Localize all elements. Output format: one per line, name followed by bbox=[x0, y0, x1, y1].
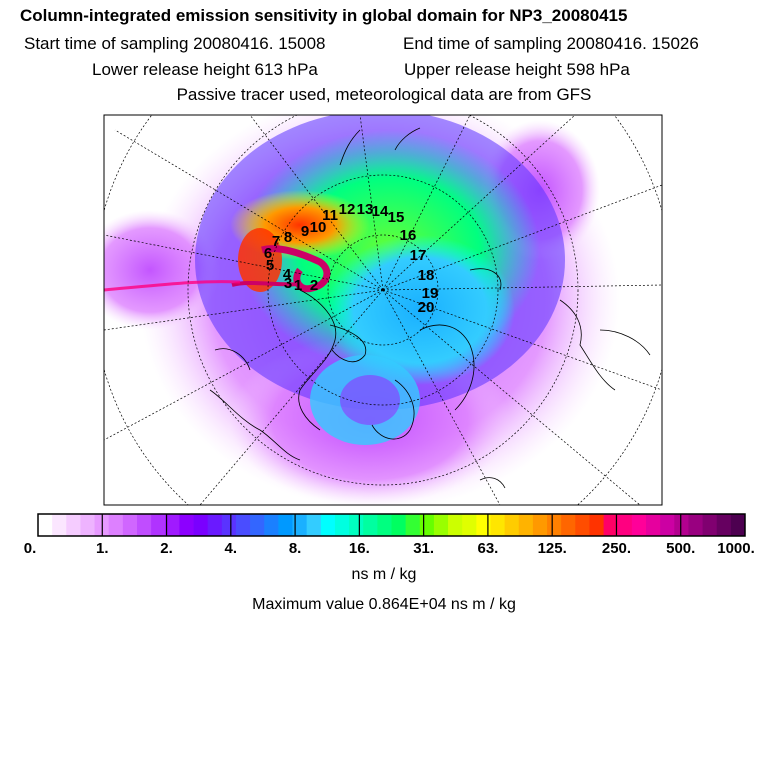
colorbar-swatch bbox=[702, 514, 718, 536]
colorbar-swatch bbox=[490, 514, 506, 536]
trajectory-label: 4 bbox=[283, 266, 292, 283]
colorbar-swatch bbox=[306, 514, 322, 536]
release-height-row: Lower release height 613 hPa Upper relea… bbox=[0, 60, 768, 82]
colorbar-swatch bbox=[716, 514, 732, 536]
colorbar-swatch bbox=[575, 514, 590, 536]
colorbar-swatch bbox=[108, 514, 124, 536]
colorbar-swatch bbox=[617, 514, 633, 536]
colorbar-swatch bbox=[136, 514, 152, 536]
start-time-text: Start time of sampling 20080416. 15008 bbox=[24, 34, 326, 53]
trajectory-label: 12 bbox=[339, 201, 356, 218]
colorbar-tick-label: 8. bbox=[288, 540, 302, 557]
colorbar-swatch bbox=[433, 514, 449, 536]
colorbar-swatch bbox=[38, 514, 53, 536]
trajectory-label: 14 bbox=[372, 203, 389, 220]
colorbar-swatch bbox=[207, 514, 223, 536]
colorbar-swatch bbox=[419, 514, 435, 536]
trajectory-label: 16 bbox=[400, 227, 417, 244]
colorbar-swatch bbox=[320, 514, 336, 536]
trajectory-label: 20 bbox=[418, 299, 435, 316]
colorbar-swatch bbox=[377, 514, 392, 536]
colorbar-swatch bbox=[532, 514, 548, 536]
colorbar-units: ns m / kg bbox=[351, 566, 417, 583]
trajectory-label: 2 bbox=[310, 277, 318, 294]
colorbar-swatch bbox=[646, 514, 661, 536]
colorbar-swatch bbox=[730, 514, 746, 536]
colorbar-tick-label: 125. bbox=[537, 540, 567, 557]
colorbar-swatch bbox=[518, 514, 534, 536]
colorbar-tick-label: 0. bbox=[23, 540, 37, 557]
coastlines bbox=[209, 127, 651, 489]
colorbar-swatch bbox=[151, 514, 166, 536]
chart-title: Column-integrated emission sensitivity i… bbox=[20, 6, 628, 25]
trajectory-label: 10 bbox=[310, 219, 327, 236]
trajectory-label: 15 bbox=[388, 209, 405, 226]
colorbar-swatch bbox=[179, 514, 194, 536]
colorbar-swatch bbox=[462, 514, 477, 536]
colorbar-swatch bbox=[165, 514, 180, 536]
colorbar-swatch bbox=[603, 514, 619, 536]
trajectory-label: 13 bbox=[357, 201, 374, 218]
lower-height-text: Lower release height 613 hPa bbox=[92, 60, 318, 79]
colorbar-tick-label: 4. bbox=[224, 540, 238, 557]
trajectory-label: 3 bbox=[284, 275, 292, 292]
colorbar-tick-label: 16. bbox=[348, 540, 370, 557]
trajectory-label: 6 bbox=[264, 245, 272, 262]
tracer-note: Passive tracer used, meteorological data… bbox=[176, 85, 592, 104]
trajectory-label: 19 bbox=[422, 285, 439, 302]
colorbar-swatch bbox=[476, 514, 491, 536]
graticule bbox=[104, 115, 662, 505]
trajectory-label: 5 bbox=[266, 257, 274, 274]
colorbar-swatch bbox=[80, 514, 95, 536]
colorbar-swatch bbox=[561, 514, 576, 536]
colorbar-swatch bbox=[589, 514, 604, 536]
colorbar-swatch bbox=[405, 514, 421, 536]
colorbar-swatch bbox=[363, 514, 378, 536]
colorbar-swatch bbox=[122, 514, 138, 536]
end-time-text: End time of sampling 20080416. 15026 bbox=[403, 34, 699, 53]
upper-height-text: Upper release height 598 hPa bbox=[404, 60, 630, 79]
trajectory-label: 9 bbox=[301, 223, 309, 240]
colorbar-swatch bbox=[391, 514, 407, 536]
trajectory-label: 11 bbox=[322, 207, 338, 224]
sampling-time-row: Start time of sampling 20080416. 15008 E… bbox=[0, 34, 768, 56]
colorbar-swatch bbox=[688, 514, 703, 536]
trajectory-label: 8 bbox=[284, 229, 292, 246]
sensitivity-field bbox=[104, 115, 662, 505]
colorbar-swatch bbox=[221, 514, 237, 536]
trajectory-label: 18 bbox=[418, 267, 435, 284]
colorbar-swatch bbox=[264, 514, 279, 536]
colorbar-tick-label: 250. bbox=[601, 540, 632, 557]
colorbar-tick-label: 63. bbox=[477, 540, 499, 557]
colorbar-swatch bbox=[660, 514, 675, 536]
colorbar-tick-label: 2. bbox=[160, 540, 173, 557]
colorbar-swatch bbox=[631, 514, 647, 536]
trajectory-label: 7 bbox=[272, 233, 280, 250]
colorbar-swatch bbox=[349, 514, 364, 536]
colorbar-swatch bbox=[292, 514, 308, 536]
colorbar-tick-label: 31. bbox=[413, 540, 435, 557]
map-frame bbox=[103, 114, 663, 506]
colorbar-swatch bbox=[448, 514, 463, 536]
colorbar-swatch bbox=[66, 514, 81, 536]
colorbar-swatch bbox=[52, 514, 67, 536]
colorbar-tick-label: 1000. bbox=[717, 540, 755, 557]
colorbar-swatch bbox=[547, 514, 562, 536]
colorbar-swatch bbox=[674, 514, 689, 536]
colorbar-border bbox=[37, 513, 746, 537]
colorbar-swatch bbox=[278, 514, 293, 536]
colorbar-swatch bbox=[334, 514, 350, 536]
colorbar-swatch bbox=[250, 514, 265, 536]
colorbar-swatch bbox=[193, 514, 209, 536]
trajectory-label: 1 bbox=[294, 277, 302, 294]
max-value-text: Maximum value 0.864E+04 ns m / kg bbox=[252, 596, 516, 613]
colorbar-swatch bbox=[504, 514, 520, 536]
trajectory-label: 17 bbox=[410, 247, 427, 264]
colorbar-tick-label: 1. bbox=[96, 540, 109, 557]
colorbar bbox=[37, 513, 746, 537]
colorbar-swatch bbox=[235, 514, 251, 536]
colorbar-tick-label: 500. bbox=[666, 540, 696, 557]
